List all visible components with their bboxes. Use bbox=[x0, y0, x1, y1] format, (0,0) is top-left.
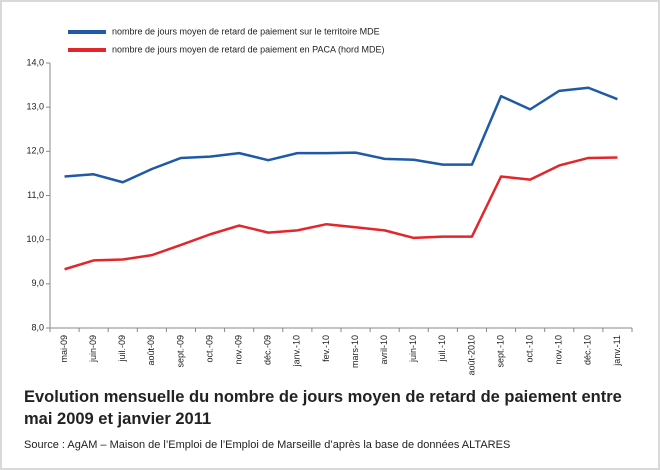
x-tick-label: oct.-09 bbox=[204, 335, 214, 363]
x-tick-label: janv.-10 bbox=[292, 335, 302, 367]
x-tick-label: sept.-10 bbox=[495, 335, 505, 368]
y-tick-label: 8,0 bbox=[31, 322, 44, 332]
x-tick-label: août-2010 bbox=[466, 335, 476, 376]
x-tick-label: juil.-09 bbox=[117, 335, 127, 363]
series-line bbox=[64, 86, 618, 184]
legend-label: nombre de jours moyen de retard de paiem… bbox=[112, 26, 380, 36]
series-line bbox=[64, 156, 618, 271]
y-tick-label: 13,0 bbox=[26, 102, 44, 112]
chart-source: Source : AgAM – Maison de l’Emploi de l’… bbox=[24, 439, 511, 451]
x-tick-label: nov.-10 bbox=[554, 335, 564, 364]
y-tick-label: 12,0 bbox=[26, 146, 44, 156]
x-tick-label: mars-10 bbox=[350, 335, 360, 368]
x-tick-label: avril-10 bbox=[379, 335, 389, 365]
x-tick-label: mai-09 bbox=[59, 335, 69, 363]
legend-label: nombre de jours moyen de retard de paiem… bbox=[112, 44, 384, 54]
x-tick-label: oct.-10 bbox=[525, 335, 535, 363]
x-tick-label: juin-09 bbox=[88, 335, 98, 363]
x-tick-label: fev.-10 bbox=[321, 335, 331, 362]
x-tick-label: nov.-09 bbox=[234, 335, 244, 364]
x-tick-label: sept.-09 bbox=[175, 335, 185, 368]
y-tick-label: 14,0 bbox=[26, 57, 44, 67]
chart-title: Evolution mensuelle du nombre de jours m… bbox=[24, 388, 622, 428]
y-tick-label: 10,0 bbox=[26, 234, 44, 244]
x-tick-label: déc.-10 bbox=[583, 335, 593, 365]
x-tick-label: août-09 bbox=[146, 335, 156, 366]
x-tick-label: juil.-10 bbox=[437, 335, 447, 363]
x-tick-label: déc.-09 bbox=[263, 335, 273, 365]
x-tick-label: juin-10 bbox=[408, 335, 418, 363]
y-tick-label: 9,0 bbox=[31, 278, 44, 288]
x-tick-label: janv.-11 bbox=[612, 335, 622, 367]
y-tick-label: 11,0 bbox=[27, 190, 44, 200]
